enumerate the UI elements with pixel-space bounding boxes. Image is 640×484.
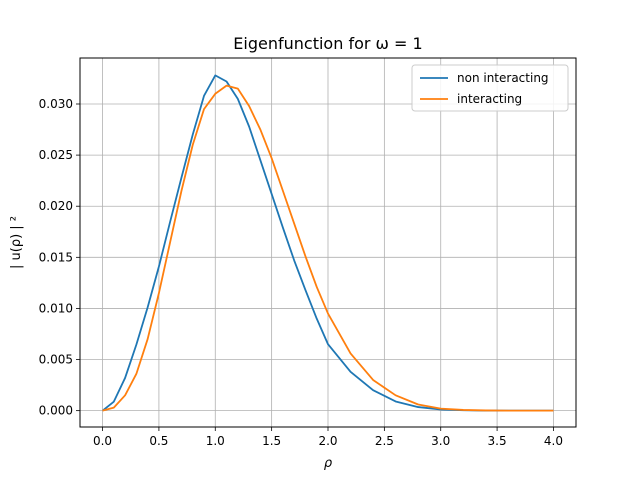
x-tick-label: 0.0 (93, 434, 112, 448)
x-tick-label: 1.5 (262, 434, 281, 448)
y-tick-label: 0.000 (39, 404, 73, 418)
y-tick-label: 0.030 (39, 97, 73, 111)
series-line-interacting (102, 84, 554, 412)
x-tick-label: 2.0 (318, 434, 337, 448)
legend: non interacting interacting (411, 64, 569, 112)
grid (80, 58, 576, 427)
y-axis-label: | u(ρ) | ² (9, 216, 24, 269)
legend-entry-label: interacting (457, 92, 522, 106)
x-tick-label: 3.0 (431, 434, 450, 448)
y-tick-label: 0.015 (39, 250, 73, 264)
y-tick-label: 0.020 (39, 199, 73, 213)
axis-ticks: 0.0 0.5 1.0 1.5 2.0 2.5 3.0 3.5 4.0 0.000 0.005 0.0… (39, 97, 563, 448)
x-tick-label: 1.0 (206, 434, 225, 448)
x-tick-label: 0.5 (149, 434, 168, 448)
chart-title: Eigenfunction for ω = 1 (233, 34, 422, 53)
y-tick-label: 0.010 (39, 301, 73, 315)
legend-entry-label: non interacting (457, 71, 549, 85)
legend-box (411, 64, 569, 112)
x-tick-label: 2.5 (375, 434, 394, 448)
series-lines (101, 74, 554, 412)
x-tick-label: 3.5 (488, 434, 507, 448)
y-tick-label: 0.025 (39, 148, 73, 162)
x-axis-label: ρ (324, 456, 333, 471)
y-tick-label: 0.005 (39, 353, 73, 367)
x-tick-label: 4.0 (544, 434, 563, 448)
